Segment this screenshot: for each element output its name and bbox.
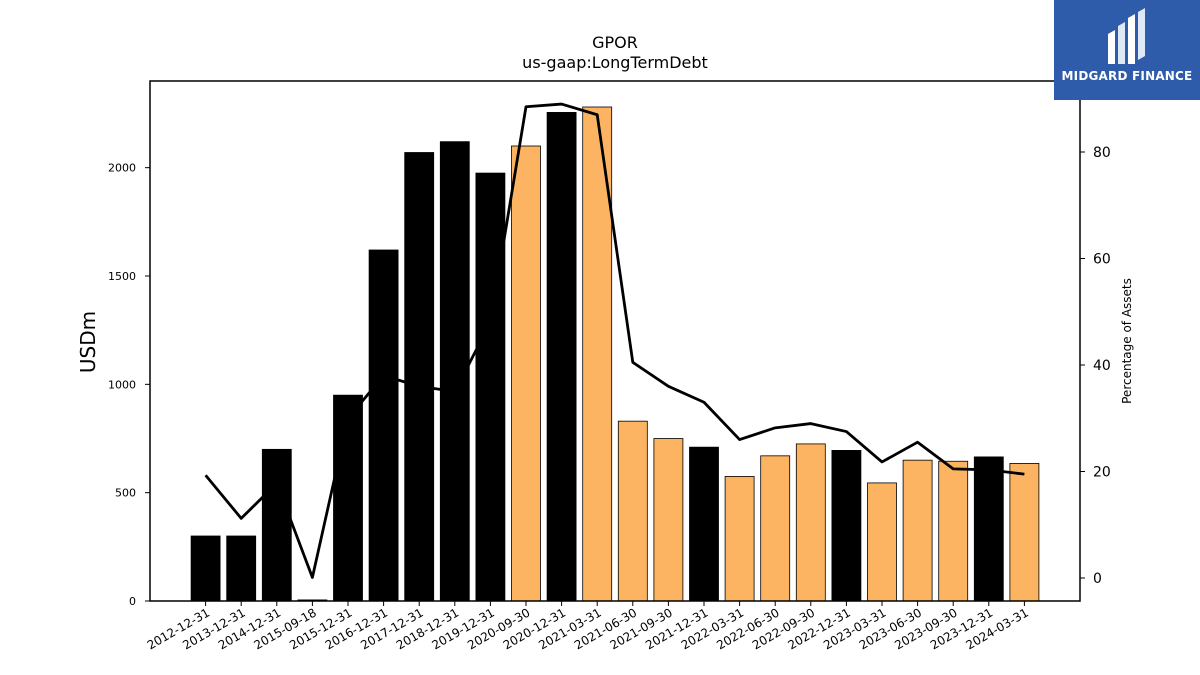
- bar-2021-09-30: [653, 438, 684, 602]
- bar-2013-12-31: [226, 535, 257, 602]
- y-tick-label: 2000: [108, 162, 136, 175]
- bar-2020-09-30: [511, 145, 541, 602]
- y2-tick-label: 40: [1093, 358, 1111, 374]
- bar-series: [190, 106, 1040, 602]
- bar-2016-12-31: [368, 249, 399, 602]
- bar-2022-03-31: [724, 476, 755, 602]
- y-tick-label: 1000: [108, 378, 136, 391]
- bar-2022-09-30: [795, 443, 826, 602]
- bar-2015-12-31: [333, 394, 363, 602]
- y-axis-label: USDm: [76, 311, 100, 373]
- bar-2023-12-31: [973, 456, 1004, 602]
- bar-2019-12-31: [475, 172, 506, 602]
- line-series: [204, 102, 1025, 579]
- bar-2021-06-30: [617, 420, 648, 602]
- bar-2023-09-30: [938, 460, 969, 602]
- midgard-logo-icon: [1108, 8, 1145, 64]
- bar-2017-12-31: [404, 152, 435, 602]
- y2-tick-label: 60: [1093, 252, 1111, 268]
- bar-2020-12-31: [546, 112, 577, 602]
- y-tick-label: 500: [115, 487, 136, 500]
- percentage-line: [204, 102, 1025, 579]
- y2-axis-label: Percentage of Assets: [1120, 278, 1134, 404]
- y2-tick-label: 80: [1093, 145, 1111, 161]
- bar-2022-12-31: [831, 450, 862, 602]
- bar-2023-06-30: [902, 459, 933, 602]
- y2-tick-label: 20: [1093, 465, 1111, 481]
- bar-2022-06-30: [760, 455, 791, 602]
- y2-tick-label: 0: [1093, 571, 1102, 587]
- bar-2021-12-31: [689, 446, 719, 602]
- logo-text: MIDGARD FINANCE: [1061, 69, 1193, 83]
- y-axis-right: 0 20 40 60 80: [1080, 145, 1111, 587]
- y-axis-left: 0 500 1000 1500 2000: [108, 162, 150, 608]
- y-tick-label: 1500: [108, 270, 136, 283]
- plot-frame: [149, 80, 1081, 602]
- x-axis: 2012-12-312013-12-312014-12-312015-09-18…: [145, 601, 1031, 652]
- chart-subtitle: us-gaap:LongTermDebt: [522, 53, 708, 72]
- company-logo: MIDGARD FINANCE: [1054, 0, 1200, 100]
- chart-title: GPOR: [592, 33, 638, 52]
- y-tick-label: 0: [129, 595, 136, 608]
- bar-2024-03-31: [1009, 463, 1040, 602]
- bar-2014-12-31: [261, 448, 292, 602]
- bar-2012-12-31: [190, 535, 221, 602]
- bar-2023-03-31: [867, 482, 897, 602]
